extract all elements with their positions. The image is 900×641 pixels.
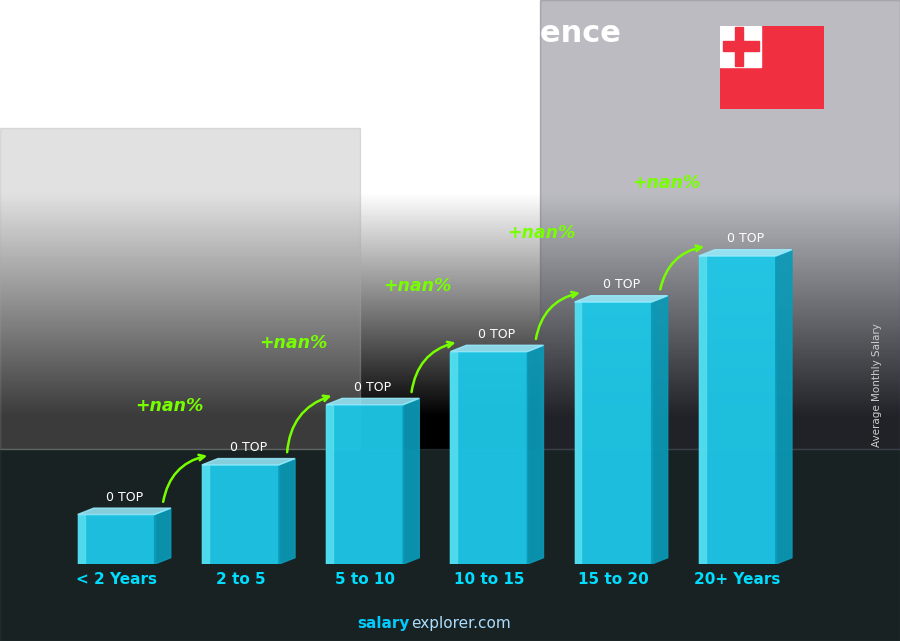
Polygon shape <box>155 508 171 564</box>
Bar <box>698 256 776 564</box>
Bar <box>326 404 403 564</box>
Polygon shape <box>202 458 295 465</box>
Bar <box>77 515 155 564</box>
Text: +nan%: +nan% <box>259 333 328 352</box>
Polygon shape <box>574 296 668 302</box>
Bar <box>0 449 900 641</box>
Bar <box>574 302 581 564</box>
Text: Average Monthly Salary: Average Monthly Salary <box>872 322 883 447</box>
Text: +nan%: +nan% <box>383 277 452 295</box>
Bar <box>735 28 743 65</box>
Polygon shape <box>698 249 792 256</box>
Text: +nan%: +nan% <box>508 224 576 242</box>
Text: Salary Comparison By Experience: Salary Comparison By Experience <box>45 19 621 48</box>
Polygon shape <box>326 398 419 404</box>
Bar <box>540 0 900 449</box>
Bar <box>450 352 457 564</box>
Bar <box>202 465 279 564</box>
Text: Construction Project Manager: Construction Project Manager <box>45 77 323 96</box>
Text: 0 TOP: 0 TOP <box>105 491 143 504</box>
Bar <box>326 404 333 564</box>
Text: 0 TOP: 0 TOP <box>603 278 640 292</box>
Text: explorer.com: explorer.com <box>411 617 511 631</box>
Bar <box>450 352 527 564</box>
Polygon shape <box>450 345 544 352</box>
Bar <box>723 42 759 51</box>
Text: salary: salary <box>357 617 410 631</box>
Text: 0 TOP: 0 TOP <box>354 381 392 394</box>
Bar <box>698 256 706 564</box>
Text: 0 TOP: 0 TOP <box>230 441 267 454</box>
Polygon shape <box>403 398 419 564</box>
Polygon shape <box>776 249 792 564</box>
Text: +nan%: +nan% <box>135 397 203 415</box>
Bar <box>77 515 85 564</box>
Bar <box>202 465 209 564</box>
Bar <box>574 302 652 564</box>
Polygon shape <box>77 508 171 515</box>
Polygon shape <box>527 345 544 564</box>
Bar <box>0 128 360 449</box>
Polygon shape <box>652 296 668 564</box>
Polygon shape <box>279 458 295 564</box>
Bar <box>720 26 761 67</box>
Text: +nan%: +nan% <box>632 174 700 192</box>
Text: 0 TOP: 0 TOP <box>727 233 764 246</box>
Text: 0 TOP: 0 TOP <box>478 328 516 341</box>
